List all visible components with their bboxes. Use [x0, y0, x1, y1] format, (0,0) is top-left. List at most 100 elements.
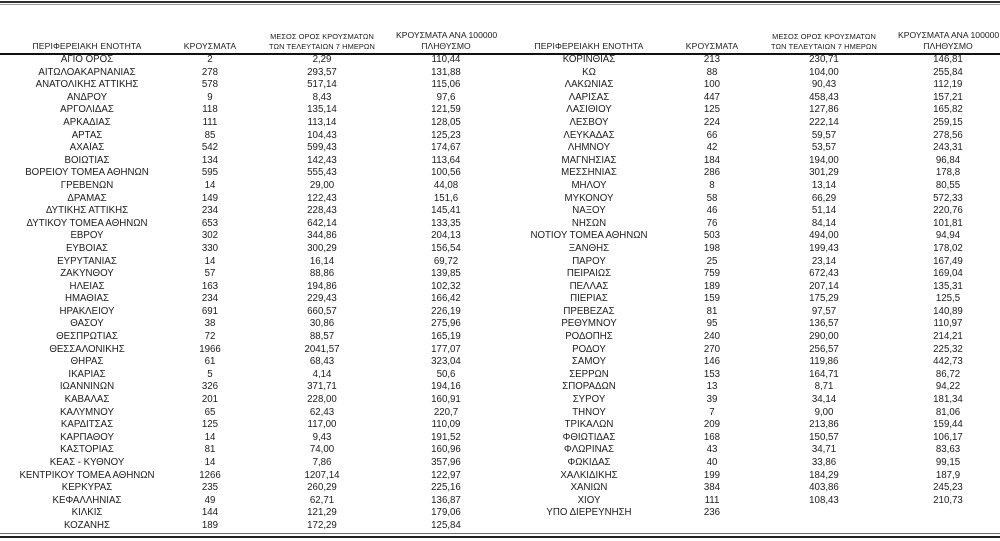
per100k-header-line1: ΚΡΟΥΣΜΑΤΑ ΑΝΑ 100000: [898, 30, 1000, 40]
region-cell: ΙΩΑΝΝΙΝΩΝ: [59, 381, 115, 393]
regional-units-table-right: ΠΕΡΙΦΕΡΕΙΑΚΗ ΕΝΟΤΗΤΑ ΚΡΟΥΣΜΑΤΑ ΜΕΣΟΣ ΟΡΟ…: [504, 0, 1000, 520]
per100k-cell: 99,15: [935, 457, 961, 468]
per100k-cell: 255,84: [933, 66, 963, 78]
cases-cell: 61: [204, 356, 216, 368]
region-cell: ΦΘΙΩΤΙΔΑΣ: [562, 431, 616, 443]
per100k-cell: 97,6: [436, 91, 456, 103]
per100k-cell: 106,17: [933, 431, 963, 443]
per100k-cell: 110,97: [933, 318, 963, 330]
cases-cell: 43: [706, 444, 718, 456]
region-cell: ΒΟΡΕΙΟΥ ΤΟΜΕΑ ΑΘΗΝΩΝ: [25, 167, 149, 179]
per100k-cell: 214,21: [933, 331, 963, 343]
per100k-cell: 96,84: [935, 154, 961, 166]
avg7-cell: 672,43: [809, 268, 839, 280]
avg7-cell: 8,71: [814, 381, 834, 393]
table-row: ΠΙΕΡΙΑΣ 159 175,29 125,5: [504, 293, 998, 306]
cases-cell: 163: [201, 280, 219, 292]
region-cell: ΔΡΑΜΑΣ: [67, 192, 107, 204]
region-cell: ΠΡΕΒΕΖΑΣ: [563, 305, 615, 317]
table-row: ΛΕΥΚΑΔΑΣ 66 59,57 278,56: [504, 130, 998, 143]
per100k-cell: 278,56: [933, 129, 963, 141]
per100k-cell: 133,35: [431, 217, 461, 229]
cases-cell: 125: [703, 104, 721, 116]
per100k-cell: 94,94: [935, 230, 961, 242]
table-row: ΑΡΤΑΣ 85 104,43 125,23: [2, 130, 496, 143]
cases-cell: 199: [703, 469, 721, 481]
table-row: ΧΙΟΥ 111 108,43 210,73: [504, 495, 998, 508]
region-cell: ΛΑΣΙΘΙΟΥ: [566, 104, 612, 116]
avg7-cell: 33,86: [811, 457, 837, 468]
region-cell: ΤΗΝΟΥ: [572, 406, 606, 418]
region-cell: ΚΕΑΣ - ΚΥΘΝΟΥ: [49, 457, 125, 468]
per100k-cell: 80,55: [935, 179, 961, 191]
per100k-cell: 165,19: [431, 331, 461, 343]
avg7-cell: 136,57: [809, 318, 839, 330]
table-row: ΚΟΡΙΝΘΙΑΣ 213 230,71 146,81: [504, 54, 998, 67]
cases-cell: 40: [706, 457, 718, 468]
table-row: ΣΕΡΡΩΝ 153 164,71 86,72: [504, 369, 998, 382]
avg7-cell: 344,86: [307, 230, 337, 242]
per100k-cell: 187,9: [935, 469, 961, 481]
region-cell: ΠΙΕΡΙΑΣ: [570, 293, 608, 305]
cases-cell: 81: [204, 444, 216, 456]
region-cell: ΗΜΑΘΙΑΣ: [64, 293, 109, 305]
per100k-cell: 220,7: [433, 406, 459, 418]
avg7-cell: 29,00: [309, 179, 335, 191]
per100k-cell: 160,91: [431, 394, 461, 406]
table-row: ΑΡΓΟΛΙΔΑΣ 118 135,14 121,59: [2, 104, 496, 117]
table-body-right: ΚΟΡΙΝΘΙΑΣ 213 230,71 146,81 ΚΩ 88 104,00 255,84…: [504, 54, 998, 520]
cases-column-header: ΚΡΟΥΣΜΑΤΑ: [183, 41, 237, 51]
avg7-cell: 555,43: [307, 167, 337, 179]
region-cell: ΓΡΕΒΕΝΩΝ: [60, 179, 114, 191]
region-cell: ΧΑΝΙΩΝ: [570, 482, 608, 494]
region-cell: ΡΟΔΟΥ: [572, 343, 606, 355]
per100k-cell: [898, 507, 998, 520]
cases-cell: 14: [204, 457, 216, 468]
region-cell: ΘΕΣΣΑΛΟΝΙΚΗΣ: [49, 343, 125, 355]
avg7-cell: 642,14: [307, 217, 337, 229]
table-row: ΘΕΣΠΡΩΤΙΑΣ 72 88,57 165,19: [2, 331, 496, 344]
table-row: ΠΕΙΡΑΙΩΣ 759 672,43 169,04: [504, 268, 998, 281]
cases-cell: 691: [201, 305, 219, 317]
avg7-cell: 228,00: [307, 394, 337, 406]
per100k-cell: 194,16: [431, 381, 461, 393]
cases-cell: 42: [706, 142, 718, 154]
avg7-cell: 16,14: [309, 255, 335, 267]
cases-cell: 236: [703, 507, 721, 519]
per100k-cell: 100,56: [431, 167, 461, 179]
table-row: ΑΙΤΩΛΟΑΚΑΡΝΑΝΙΑΣ 278 293,57 131,88: [2, 67, 496, 80]
per100k-cell: 226,19: [431, 305, 461, 317]
per100k-cell: 102,32: [431, 280, 461, 292]
cases-cell: 302: [201, 230, 219, 242]
region-cell: ΚΕΦΑΛΛΗΝΙΑΣ: [52, 494, 122, 506]
region-cell: ΛΑΚΩΝΙΑΣ: [564, 79, 614, 91]
cases-cell: 286: [703, 167, 721, 179]
cases-cell: 330: [201, 242, 219, 254]
per100k-cell: 191,52: [431, 431, 461, 443]
per100k-cell: 110,09: [431, 419, 461, 431]
cases-cell: 9: [207, 91, 213, 103]
avg7-cell: 127,86: [809, 104, 839, 116]
table-row: ΚΟΖΑΝΗΣ 189 172,29 125,84: [2, 520, 496, 533]
region-cell: ΚΑΒΑΛΑΣ: [64, 394, 110, 406]
table-row: ΙΩΑΝΝΙΝΩΝ 326 371,71 194,16: [2, 381, 496, 394]
table-body-left: ΑΓΙΟ ΟΡΟΣ 2 2,29 110,44 ΑΙΤΩΛΟΑΚΑΡΝΑΝΙΑΣ 278 2…: [2, 54, 496, 533]
region-cell: ΝΑΞΟΥ: [572, 205, 606, 217]
cases-cell: 111: [704, 494, 720, 506]
avg7-cell: 104,00: [809, 66, 839, 78]
per100k-cell: 121,59: [431, 104, 461, 116]
region-cell: ΗΛΕΙΑΣ: [69, 280, 105, 292]
per100k-cell: 112,19: [933, 79, 963, 91]
region-cell: ΑΓΙΟ ΟΡΟΣ: [60, 54, 114, 65]
cases-cell: 134: [201, 154, 219, 166]
avg7-header-line1: ΜΕΣΟΣ ΟΡΟΣ ΚΡΟΥΣΜΑΤΩΝ: [270, 32, 374, 41]
avg7-cell: 66,29: [811, 192, 837, 204]
avg7-header-line1: ΜΕΣΟΣ ΟΡΟΣ ΚΡΟΥΣΜΑΤΩΝ: [772, 32, 876, 41]
region-cell: ΣΠΟΡΑΔΩΝ: [562, 381, 616, 393]
per100k-column-header: ΚΡΟΥΣΜΑΤΑ ΑΝΑ 100000 ΠΛΗΘΥΣΜΟ: [898, 0, 1000, 54]
region-cell: ΧΑΛΚΙΔΙΚΗΣ: [560, 469, 618, 481]
cases-cell: 13: [706, 381, 718, 393]
table-row: ΘΕΣΣΑΛΟΝΙΚΗΣ 1966 2041,57 177,07: [2, 344, 496, 357]
table-row: ΦΛΩΡΙΝΑΣ 43 34,71 83,63: [504, 444, 998, 457]
